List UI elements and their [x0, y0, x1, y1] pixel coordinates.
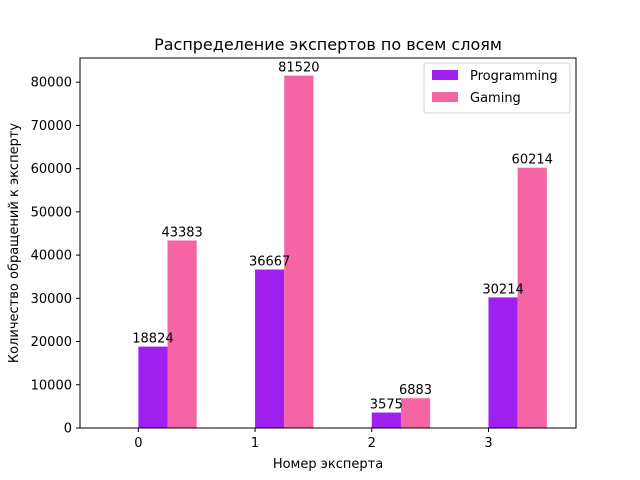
plot-frame [79, 57, 577, 429]
chart-title: Распределение экспертов по всем слоям [154, 35, 502, 54]
bar-gaming-2 [400, 398, 431, 428]
legend-swatch-gaming [432, 92, 458, 102]
y-axis-label: Количество обращений к эксперту [7, 123, 22, 363]
x-tick-label-0: 0 [134, 436, 142, 451]
data-label-gaming-2: 6883 [399, 383, 432, 398]
data-label-programming-2: 3575 [370, 398, 403, 413]
y-tick-label-80000: 80000 [31, 76, 72, 91]
y-ticks-layer: 0 10000 20000 30000 40000 50000 60000 70000 8000… [31, 76, 80, 437]
y-tick-label-0: 0 [64, 422, 72, 437]
legend-label-gaming: Gaming [470, 91, 521, 106]
bar-programming-2 [371, 412, 401, 428]
bar-gaming-1 [284, 75, 314, 428]
legend: Programming Gaming [423, 62, 571, 114]
bar-programming-1 [255, 269, 285, 428]
legend-label-programming: Programming [470, 69, 558, 84]
data-labels-layer: 18824 36667 3575 30214 43383 81520 6883 60214 [132, 61, 553, 413]
x-tick-label-2: 2 [368, 436, 376, 451]
legend-swatch-programming [432, 70, 458, 80]
bar-programming-3 [488, 297, 518, 428]
bar-gaming-3 [517, 167, 547, 428]
legend-box [423, 62, 571, 114]
y-tick-label-50000: 50000 [31, 205, 72, 220]
x-tick-label-3: 3 [484, 436, 492, 451]
y-tick-label-20000: 20000 [31, 335, 72, 350]
data-label-programming-1: 36667 [249, 255, 290, 270]
y-tick-label-10000: 10000 [31, 378, 72, 393]
data-label-gaming-3: 60214 [512, 153, 553, 168]
data-label-gaming-0: 43383 [161, 225, 202, 240]
bars-layer [138, 75, 547, 428]
bar-programming-0 [138, 346, 168, 428]
x-tick-label-1: 1 [251, 436, 259, 451]
y-tick-label-40000: 40000 [31, 249, 72, 264]
y-tick-label-60000: 60000 [31, 162, 72, 177]
x-axis-label: Номер эксперта [273, 457, 383, 472]
data-label-gaming-1: 81520 [278, 61, 319, 76]
bar-gaming-0 [167, 240, 197, 428]
y-tick-label-30000: 30000 [31, 292, 72, 307]
x-ticks-layer: 0 1 2 3 [134, 428, 493, 451]
data-label-programming-0: 18824 [132, 332, 173, 347]
y-tick-label-70000: 70000 [31, 119, 72, 134]
data-label-programming-3: 30214 [482, 282, 523, 297]
